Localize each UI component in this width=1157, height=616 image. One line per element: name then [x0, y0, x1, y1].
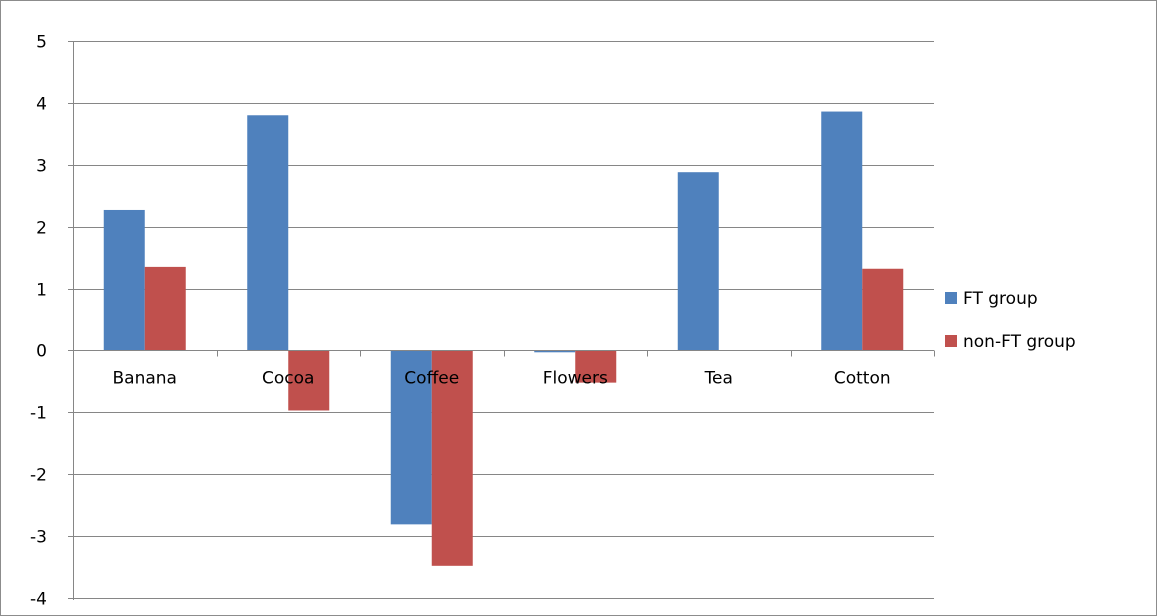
legend-swatch — [945, 335, 957, 347]
bar-non-ft-group-flowers — [575, 350, 617, 383]
category-label: Coffee — [404, 369, 459, 389]
category-label: Cotton — [834, 369, 891, 389]
y-tick-label: 3 — [36, 157, 47, 177]
y-tick-label: -3 — [30, 528, 47, 548]
category-label: Tea — [704, 369, 733, 389]
bars — [103, 111, 904, 566]
bar-ft-group-tea — [677, 172, 719, 351]
legend-label: FT group — [963, 289, 1038, 309]
y-tick-label: -4 — [30, 590, 47, 610]
y-tick-label: 5 — [36, 33, 47, 53]
category-label: Cocoa — [262, 369, 314, 389]
labels: 5 4 3 2 1 0 -1 -2 -3 -4 Banana Cocoa Coffee Flowers Te… — [30, 33, 891, 610]
y-tick-label: -1 — [30, 404, 47, 424]
bar-non-ft-group-banana — [144, 266, 186, 351]
bar-ft-group-cocoa — [247, 115, 289, 351]
category-label: Banana — [113, 369, 177, 389]
y-tick-label: 4 — [36, 95, 47, 115]
bar-ft-group-flowers — [534, 350, 576, 353]
y-tick-label: -2 — [30, 466, 47, 486]
bar-non-ft-group-cocoa — [288, 350, 330, 411]
y-tick-label: 1 — [36, 281, 47, 301]
y-tick-label: 0 — [36, 342, 47, 362]
bar-non-ft-group-coffee — [431, 350, 473, 566]
y-tick-label: 2 — [36, 219, 47, 239]
axes — [68, 41, 935, 600]
category-label: Flowers — [543, 369, 608, 389]
bar-non-ft-group-cotton — [862, 268, 904, 351]
bar-ft-group-cotton — [821, 111, 863, 351]
bar-ft-group-banana — [103, 209, 145, 351]
legend: FT group non-FT group — [945, 289, 1076, 352]
legend-swatch — [945, 292, 957, 304]
legend-label: non-FT group — [963, 332, 1076, 352]
bar-ft-group-coffee — [390, 350, 432, 525]
gridlines — [68, 41, 934, 599]
